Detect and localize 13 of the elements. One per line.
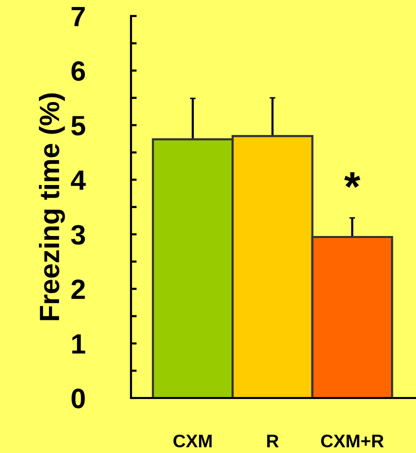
annotation: * [344,172,360,188]
y-tick-label: 7 [72,6,85,26]
y-tick-label: 5 [71,116,86,136]
x-tick-label: CXM+R [321,434,384,448]
y-tick-label: 2 [71,280,85,299]
x-tick-label: R [267,434,279,448]
y-tick-label: 0 [72,388,85,408]
y-tick-label: 1 [72,334,86,354]
y-tick-label: 6 [72,61,85,81]
y-axis-title: Freezing time (%) [38,93,65,320]
y-tick-label: 4 [70,170,86,190]
x-tick-label: CXM [173,434,212,448]
y-tick-label: 3 [71,224,85,245]
